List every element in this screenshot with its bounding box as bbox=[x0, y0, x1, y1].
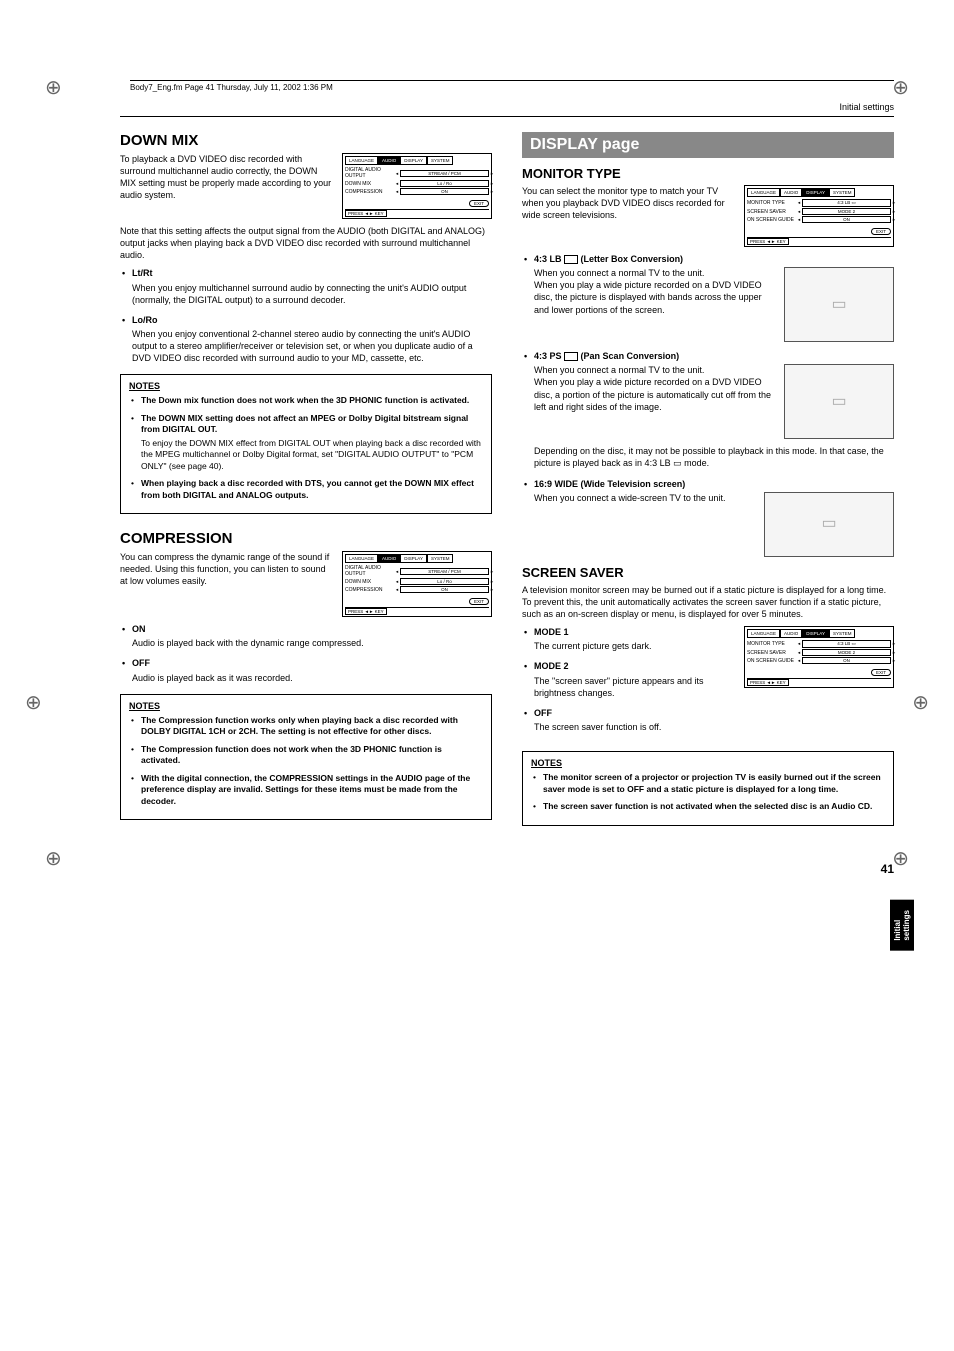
compression-notes: NOTES The Compression function works onl… bbox=[120, 694, 492, 820]
option-body: The screen saver function is off. bbox=[534, 722, 661, 732]
downmix-note: Note that this setting affects the outpu… bbox=[120, 225, 492, 261]
option-body: Audio is played back as it was recorded. bbox=[132, 673, 293, 683]
osd-audio-downmix: LANGUAGE AUDIO DISPLAY SYSTEM DIGITAL AU… bbox=[342, 153, 492, 219]
option-body: The current picture gets dark. bbox=[534, 641, 652, 651]
section-header: Initial settings bbox=[120, 102, 894, 117]
panscan-icon bbox=[564, 352, 578, 361]
osd-tab: DISPLAY bbox=[400, 156, 427, 165]
crop-mark: ⊕ bbox=[892, 846, 909, 871]
option-heading: OFF bbox=[534, 707, 734, 719]
downmix-intro: To playback a DVD VIDEO disc recorded wi… bbox=[120, 153, 332, 202]
letterbox-icon bbox=[564, 255, 578, 264]
crop-mark: ⊕ bbox=[25, 690, 42, 715]
option-heading: Lo/Ro bbox=[132, 314, 492, 326]
downmix-options: Lt/Rt When you enjoy multichannel surrou… bbox=[120, 267, 492, 364]
option-heading: OFF bbox=[132, 657, 492, 669]
option-body: When you enjoy multichannel surround aud… bbox=[132, 283, 466, 305]
monitor-options: 4:3 LB (Letter Box Conversion) When you … bbox=[522, 253, 894, 557]
monitor-intro: You can select the monitor type to match… bbox=[522, 185, 734, 221]
saver-notes: NOTES The monitor screen of a projector … bbox=[522, 751, 894, 825]
downmix-heading: DOWN MIX bbox=[120, 132, 492, 149]
option-heading: 16:9 WIDE (Wide Television screen) bbox=[534, 478, 894, 490]
compression-options: ON Audio is played back with the dynamic… bbox=[120, 623, 492, 684]
option-heading: 4:3 LB (Letter Box Conversion) bbox=[534, 253, 894, 265]
osd-tab: SYSTEM bbox=[427, 156, 454, 165]
downmix-notes: NOTES The Down mix function does not wor… bbox=[120, 374, 492, 514]
crop-mark: ⊕ bbox=[912, 690, 929, 715]
option-heading: 4:3 PS (Pan Scan Conversion) bbox=[534, 350, 894, 362]
osd-tab: AUDIO bbox=[378, 156, 400, 165]
option-heading: MODE 2 bbox=[534, 660, 734, 672]
crop-mark: ⊕ bbox=[45, 846, 62, 871]
crop-mark: ⊕ bbox=[892, 75, 909, 100]
osd-display-saver: LANGUAGE AUDIO DISPLAY SYSTEM MONITOR TY… bbox=[744, 626, 894, 688]
option-body: When you enjoy conventional 2-channel st… bbox=[132, 329, 473, 363]
compression-heading: COMPRESSION bbox=[120, 530, 492, 547]
option-heading: ON bbox=[132, 623, 492, 635]
option-body: Audio is played back with the dynamic ra… bbox=[132, 638, 364, 648]
right-column: DISPLAY page MONITOR TYPE You can select… bbox=[522, 132, 894, 842]
option-heading: MODE 1 bbox=[534, 626, 734, 638]
option-heading: Lt/Rt bbox=[132, 267, 492, 279]
screen-saver-heading: SCREEN SAVER bbox=[522, 565, 894, 580]
saver-options: MODE 1 The current picture gets dark. MO… bbox=[522, 626, 734, 741]
compression-intro: You can compress the dynamic range of th… bbox=[120, 551, 332, 587]
saver-intro: A television monitor screen may be burne… bbox=[522, 584, 894, 620]
osd-display-monitor: LANGUAGE AUDIO DISPLAY SYSTEM MONITOR TY… bbox=[744, 185, 894, 247]
letterbox-illustration: ▭ bbox=[784, 267, 894, 342]
crop-mark: ⊕ bbox=[45, 75, 62, 100]
left-column: DOWN MIX To playback a DVD VIDEO disc re… bbox=[120, 132, 492, 842]
widescreen-illustration: ▭ bbox=[764, 492, 894, 557]
osd-tab: LANGUAGE bbox=[345, 156, 378, 165]
panscan-illustration: ▭ bbox=[784, 364, 894, 439]
monitor-type-heading: MONITOR TYPE bbox=[522, 166, 894, 181]
option-body: The "screen saver" picture appears and i… bbox=[534, 676, 703, 698]
osd-audio-compression: LANGUAGE AUDIO DISPLAY SYSTEM DIGITAL AU… bbox=[342, 551, 492, 617]
doc-header: Body7_Eng.fm Page 41 Thursday, July 11, … bbox=[130, 80, 894, 92]
display-page-heading: DISPLAY page bbox=[522, 132, 894, 158]
page-number: 41 bbox=[120, 862, 894, 876]
side-tab: Initial settings bbox=[890, 900, 914, 951]
